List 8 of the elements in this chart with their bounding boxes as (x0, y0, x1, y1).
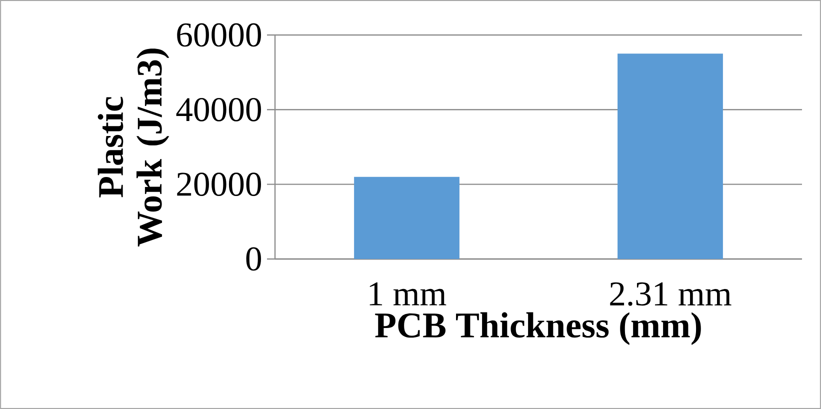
x-tick-label: 1 mm (370, 282, 446, 306)
x-tick-label: 2.31 mm (610, 282, 732, 306)
y-tick-label: 60000 (177, 23, 261, 47)
y-tick-label: 40000 (176, 98, 261, 122)
y-axis-title: Plastic Work (J/m3) (98, 48, 170, 246)
x-axis-title: PCB Thickness (mm) (375, 312, 701, 345)
y-tick-label: 0 (246, 247, 261, 271)
y-tick-label: 20000 (177, 172, 261, 196)
